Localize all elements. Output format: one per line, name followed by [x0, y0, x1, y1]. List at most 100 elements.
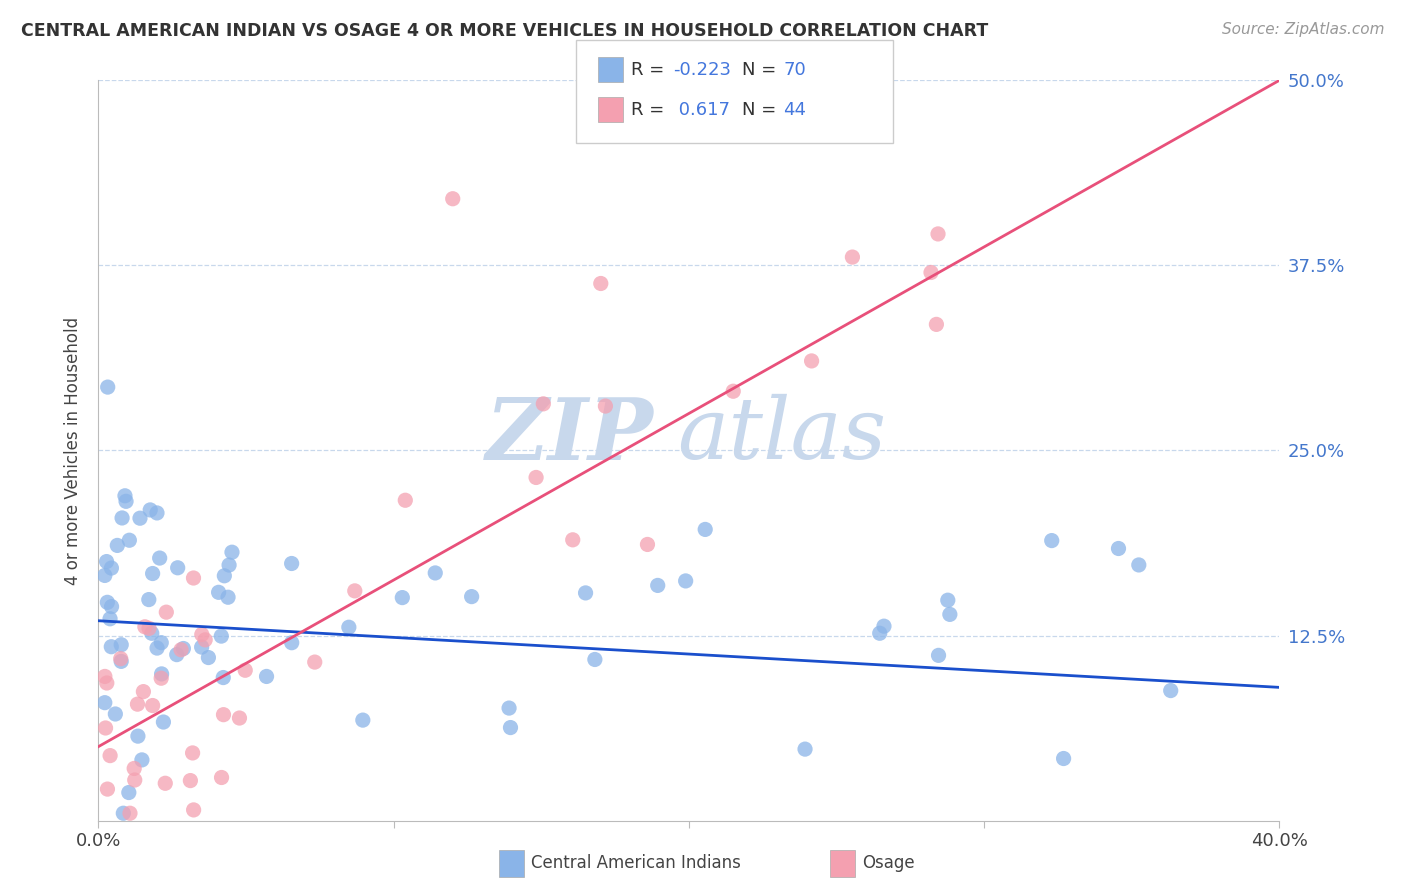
- Point: [94, 696, 117, 710]
- Point: [124, 772, 146, 787]
- Point: [110, 654, 132, 668]
- Point: [589, 277, 612, 291]
- Point: [115, 494, 138, 508]
- Point: [155, 776, 177, 790]
- Point: [138, 592, 160, 607]
- Point: [141, 626, 163, 640]
- Point: [207, 585, 229, 599]
- Point: [110, 651, 132, 665]
- Text: atlas: atlas: [678, 394, 886, 477]
- Point: [1040, 533, 1063, 548]
- Point: [391, 591, 413, 605]
- Point: [138, 621, 160, 635]
- Point: [183, 803, 205, 817]
- Point: [114, 489, 136, 503]
- Point: [561, 533, 583, 547]
- Point: [142, 566, 165, 581]
- Text: Source: ZipAtlas.com: Source: ZipAtlas.com: [1222, 22, 1385, 37]
- Point: [675, 574, 697, 588]
- Point: [256, 669, 278, 683]
- Point: [166, 561, 188, 575]
- Point: [800, 354, 823, 368]
- Point: [98, 612, 121, 626]
- Text: 70: 70: [783, 61, 806, 78]
- Point: [637, 537, 659, 551]
- Point: [936, 593, 959, 607]
- Text: ZIP: ZIP: [485, 394, 654, 477]
- Point: [118, 785, 141, 799]
- Point: [132, 684, 155, 698]
- Point: [1052, 751, 1074, 765]
- Point: [695, 523, 717, 537]
- Point: [146, 506, 169, 520]
- Point: [869, 626, 891, 640]
- Point: [217, 591, 239, 605]
- Point: [211, 771, 233, 785]
- Point: [100, 561, 122, 575]
- Point: [181, 746, 204, 760]
- Point: [170, 642, 193, 657]
- Point: [166, 648, 188, 662]
- Text: R =: R =: [631, 61, 671, 78]
- Point: [794, 742, 817, 756]
- Point: [112, 806, 135, 821]
- Text: Central American Indians: Central American Indians: [531, 855, 741, 872]
- Point: [94, 568, 117, 582]
- Point: [131, 753, 153, 767]
- Point: [96, 676, 118, 690]
- Point: [194, 632, 217, 647]
- Point: [94, 721, 117, 735]
- Point: [105, 538, 128, 552]
- Point: [574, 586, 596, 600]
- Point: [595, 399, 617, 413]
- Text: CENTRAL AMERICAN INDIAN VS OSAGE 4 OR MORE VEHICLES IN HOUSEHOLD CORRELATION CHA: CENTRAL AMERICAN INDIAN VS OSAGE 4 OR MO…: [21, 22, 988, 40]
- Point: [104, 706, 127, 721]
- Point: [221, 545, 243, 559]
- Point: [96, 555, 118, 569]
- Point: [233, 663, 256, 677]
- Point: [127, 697, 149, 711]
- Point: [134, 620, 156, 634]
- Text: N =: N =: [742, 61, 782, 78]
- Point: [118, 806, 141, 821]
- Point: [425, 566, 447, 580]
- Point: [920, 265, 942, 279]
- Point: [394, 493, 416, 508]
- Point: [212, 671, 235, 685]
- Point: [647, 578, 669, 592]
- Point: [146, 641, 169, 656]
- Point: [939, 607, 962, 622]
- Point: [343, 583, 366, 598]
- Point: [441, 192, 464, 206]
- Point: [228, 711, 250, 725]
- Text: 0.617: 0.617: [673, 101, 731, 119]
- Point: [218, 558, 240, 572]
- Point: [304, 655, 326, 669]
- Point: [118, 533, 141, 548]
- Text: -0.223: -0.223: [673, 61, 731, 78]
- Point: [460, 590, 482, 604]
- Point: [111, 511, 134, 525]
- Point: [122, 761, 145, 775]
- Point: [214, 568, 236, 582]
- Point: [172, 641, 194, 656]
- Point: [94, 669, 117, 683]
- Point: [873, 619, 896, 633]
- Point: [150, 666, 173, 681]
- Point: [150, 635, 173, 649]
- Point: [280, 557, 302, 571]
- Point: [97, 380, 120, 394]
- Point: [280, 636, 302, 650]
- Point: [150, 671, 173, 685]
- Text: 44: 44: [783, 101, 806, 119]
- Point: [190, 640, 212, 654]
- Point: [100, 599, 122, 614]
- Point: [583, 652, 606, 666]
- Text: R =: R =: [631, 101, 671, 119]
- Point: [209, 629, 232, 643]
- Point: [197, 650, 219, 665]
- Point: [841, 250, 863, 264]
- Text: Osage: Osage: [862, 855, 914, 872]
- Point: [155, 605, 177, 619]
- Point: [152, 714, 174, 729]
